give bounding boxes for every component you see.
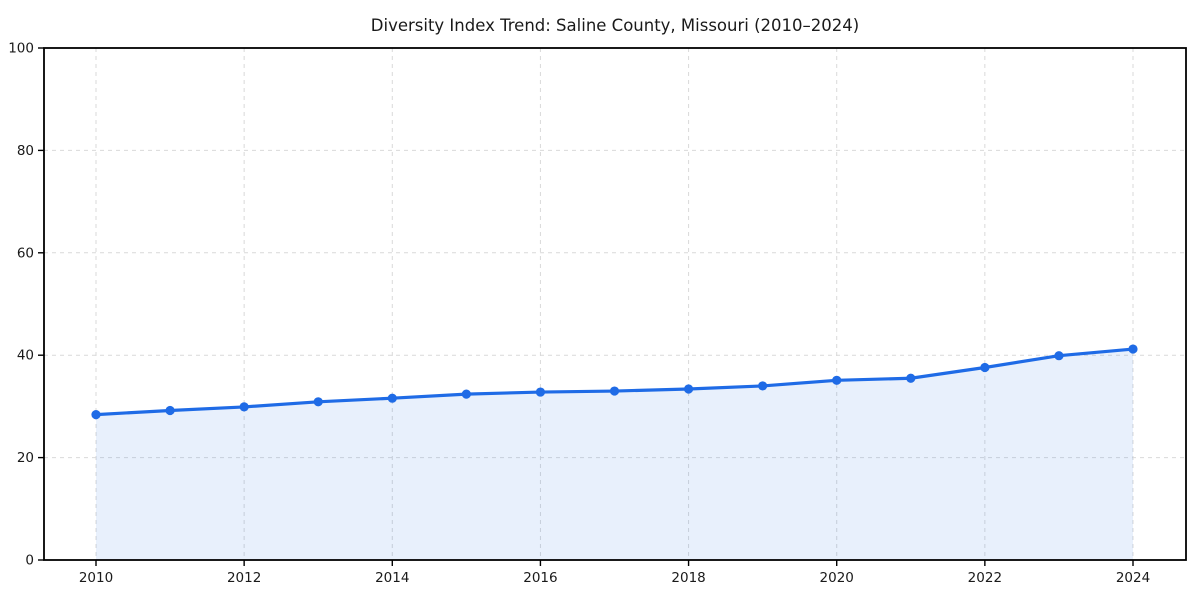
y-tick-label: 40 [17,348,34,364]
data-point-2021 [906,373,916,383]
data-point-2019 [758,381,768,391]
x-tick-label: 2016 [523,570,557,586]
data-point-2015 [461,389,471,399]
data-point-2011 [165,405,175,416]
x-tick-label: 2024 [1116,570,1150,586]
data-point-2018 [683,384,694,394]
axis-layer: 2010 2012 2014 2016 2018 2020 2022 2024 0 20 40 60 8… [8,41,1150,587]
line-series-layer [91,344,1138,560]
data-point-2020 [832,375,842,385]
data-point-2016 [535,387,546,397]
plot-border [43,47,1187,561]
area-fill [96,349,1133,560]
x-tick-label: 2010 [79,570,113,586]
y-tick-label: 20 [17,450,34,466]
x-tick-label: 2014 [375,570,409,586]
y-tick-label: 100 [8,41,34,57]
x-tick-label: 2020 [820,570,854,586]
data-point-2022 [980,362,990,373]
data-point-2013 [313,397,323,407]
x-tick-label: 2012 [227,570,261,586]
data-point-2023 [1054,351,1064,361]
x-tick-label: 2022 [968,570,1002,586]
y-tick-label: 0 [25,553,34,569]
y-tick-label: 60 [17,245,34,261]
data-point-2010 [91,409,101,420]
x-tick-label: 2018 [671,570,705,586]
data-point-2024 [1128,344,1138,354]
chart-title: Diversity Index Trend: Saline County, Mi… [371,16,859,35]
y-tick-label: 80 [17,143,34,159]
data-point-2017 [609,386,620,396]
data-point-2014 [387,393,397,403]
data-point-2012 [239,402,249,412]
